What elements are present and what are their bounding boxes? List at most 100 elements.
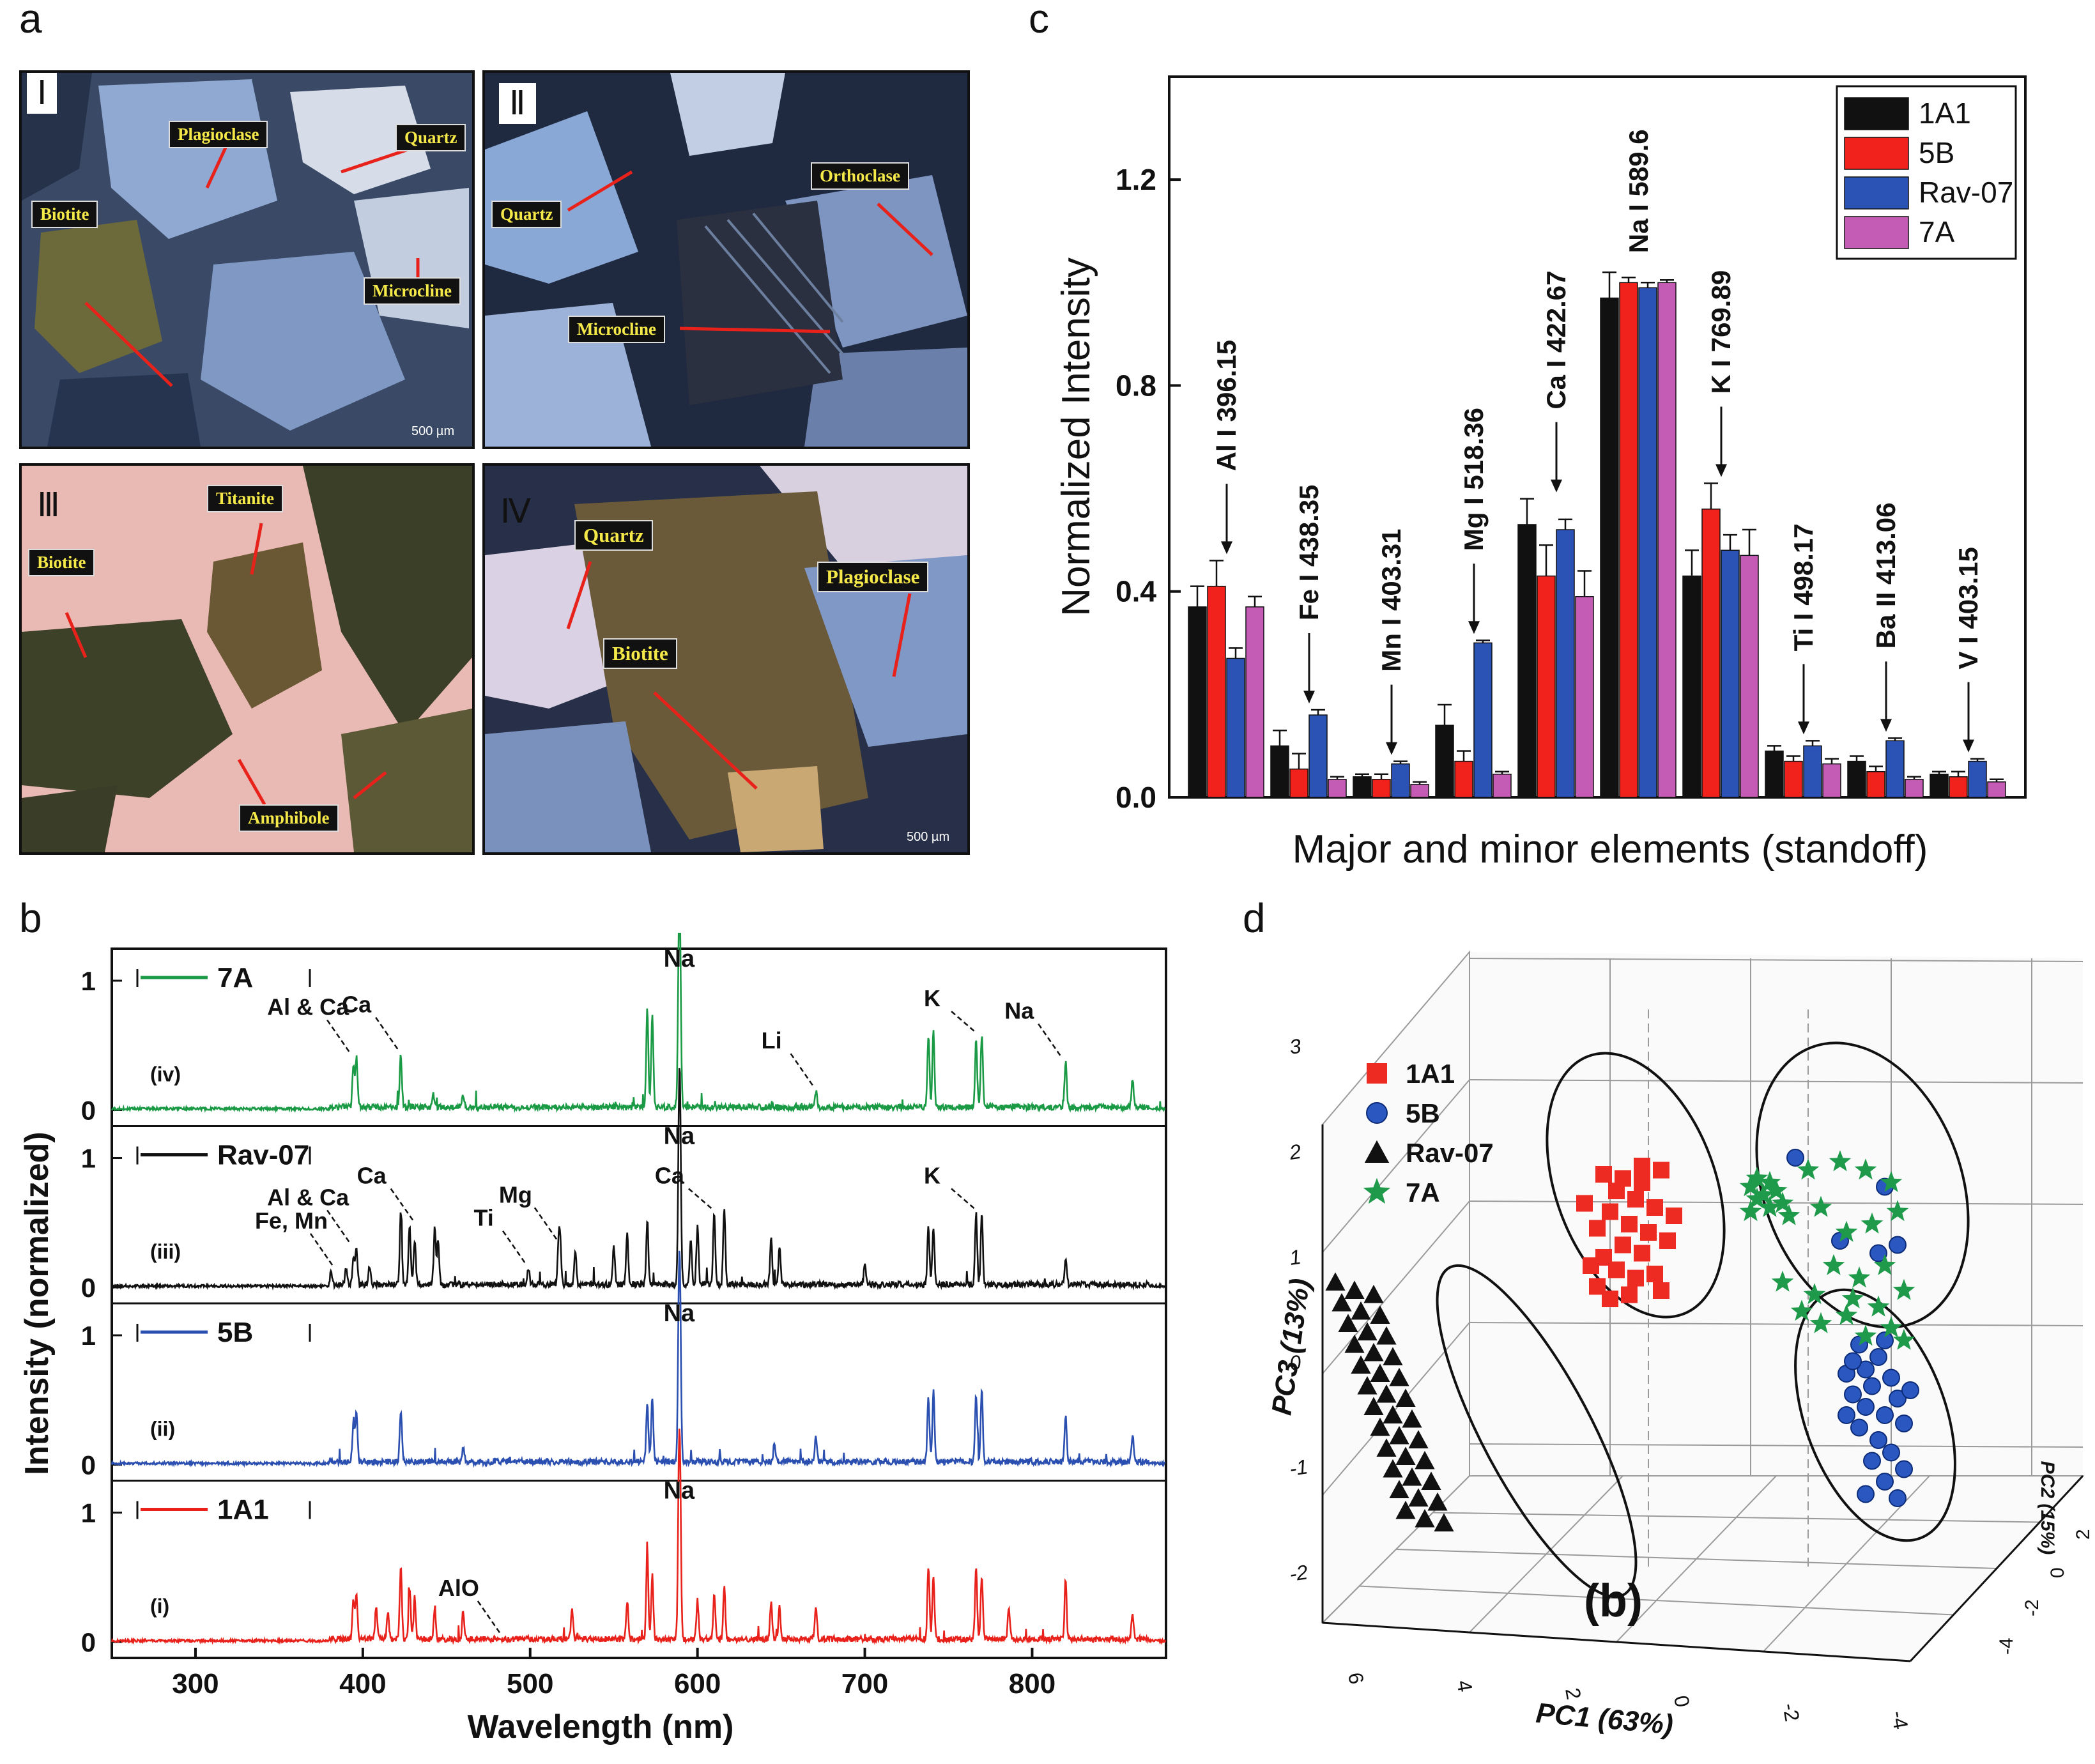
point-Rav-07 (1376, 1384, 1397, 1403)
series-tag: (iv) (150, 1063, 181, 1086)
bar-Rav-07 (1638, 287, 1657, 798)
grain (201, 252, 405, 431)
point-5B (1889, 1489, 1907, 1507)
legend-marker-Rav-07 (1364, 1140, 1390, 1163)
point-5B (1857, 1398, 1875, 1416)
y-tick-label: 0 (81, 1096, 96, 1126)
peak-label: AlO (438, 1575, 479, 1601)
micrograph-i: Ⅰ Plagioclase Quartz Biotite Microcline … (19, 70, 475, 449)
point-7A (1861, 1212, 1884, 1234)
point-7A (1854, 1324, 1877, 1346)
micrograph-ii: Ⅱ Quartz Orthoclase Microcline (482, 70, 970, 449)
grid-line (1322, 1200, 1470, 1374)
x-tick-label: 600 (674, 1668, 721, 1699)
bar-5B (1949, 776, 1968, 798)
grain (670, 73, 785, 156)
point-Rav-07 (1370, 1305, 1390, 1324)
pc1-tick: 0 (1669, 1694, 1694, 1709)
y-tick-label: 0.4 (1116, 575, 1156, 608)
point-1A1 (1666, 1208, 1682, 1224)
axis-pc2 (1909, 1475, 2084, 1662)
category-label: Ti I 498.17 (1788, 523, 1818, 651)
bar-1A1 (1353, 776, 1372, 798)
point-1A1 (1653, 1162, 1669, 1179)
y-tick-label: 1.2 (1116, 163, 1156, 196)
bar-7A (1245, 606, 1264, 798)
series-tag: (iii) (150, 1240, 181, 1263)
y-tick-label: 0 (81, 1273, 96, 1303)
category-label: Fe I 438.35 (1294, 485, 1324, 620)
category-label: K I 769.89 (1706, 270, 1736, 394)
y-tick-label: 1 (81, 1498, 96, 1528)
roman-numeral: Ⅲ (37, 487, 60, 524)
grain (35, 220, 162, 373)
point-7A (1771, 1270, 1794, 1292)
point-5B (1844, 1385, 1862, 1404)
bar-1A1 (1600, 297, 1619, 798)
pc2-tick: -2 (2022, 1599, 2043, 1616)
y-axis-label: Normalized Intensity (1054, 257, 1098, 617)
legend-swatch-7A (1844, 216, 1909, 249)
pc1-tick: -2 (1778, 1701, 1804, 1723)
point-Rav-07 (1408, 1488, 1429, 1507)
annotation-arrow (326, 1209, 351, 1245)
grain (303, 466, 472, 734)
pc2-tick: 2 (2073, 1529, 2089, 1540)
peak-label: Na (664, 1478, 695, 1505)
pc3-tick: -2 (1288, 1560, 1309, 1586)
point-1A1 (1640, 1224, 1657, 1241)
bar-7A (1657, 282, 1677, 798)
point-Rav-07 (1370, 1363, 1390, 1382)
bar-7A (1493, 773, 1512, 798)
legend-label: 7A (1406, 1177, 1440, 1208)
micrograph-iv-texture (485, 466, 967, 852)
arrow (250, 523, 263, 575)
series-tag: (i) (150, 1595, 169, 1618)
legend-label: Rav-07 (1919, 176, 2013, 209)
grain (760, 466, 967, 568)
point-5B (1876, 1331, 1894, 1349)
point-Rav-07 (1357, 1322, 1377, 1340)
pc1-tick: 2 (1561, 1686, 1586, 1701)
bar-1A1 (1517, 524, 1537, 798)
point-1A1 (1634, 1245, 1650, 1262)
point-5B (1786, 1149, 1804, 1167)
peak-label: Na (664, 1300, 695, 1327)
point-5B (1857, 1360, 1875, 1379)
y-tick-label: 0 (81, 1627, 96, 1657)
annotation-arrow (951, 1011, 975, 1032)
point-Rav-07 (1389, 1480, 1409, 1498)
bar-5B (1701, 509, 1721, 798)
point-1A1 (1589, 1278, 1606, 1295)
point-5B (1876, 1473, 1894, 1491)
grain (804, 555, 967, 747)
grid-line (1469, 1443, 2083, 1448)
twinning-line (704, 225, 831, 374)
cluster-ellipse-5b (1794, 1288, 1956, 1542)
mineral-label: Biotite (603, 638, 677, 669)
point-7A (1790, 1300, 1813, 1321)
point-Rav-07 (1351, 1301, 1371, 1320)
point-Rav-07 (1363, 1397, 1384, 1415)
arrow (237, 758, 266, 806)
roman-numeral: Ⅱ (499, 83, 536, 124)
peak-label: Ti (473, 1205, 493, 1231)
grain (207, 542, 322, 709)
micrograph-iii: Ⅲ Titanite Biotite Amphibole (19, 463, 475, 855)
grid-line (1469, 1322, 2083, 1326)
bar-5B (1289, 768, 1308, 798)
legend-label: 7A (1919, 215, 1955, 249)
mineral-label: Plagioclase (817, 562, 929, 592)
grain (677, 201, 843, 405)
bar-Rav-07 (1391, 763, 1410, 798)
annotation-arrow (477, 1600, 502, 1635)
annotation-arrow (326, 1019, 351, 1054)
pc2-tick: 0 (2047, 1567, 2068, 1578)
bar-5B (1454, 760, 1473, 798)
roman-numeral: Ⅰ (27, 73, 58, 114)
point-Rav-07 (1427, 1492, 1448, 1511)
point-7A (1746, 1187, 1769, 1209)
point-1A1 (1608, 1261, 1625, 1278)
point-7A (1892, 1328, 1915, 1350)
scale-bar: 500 µm (411, 424, 455, 438)
